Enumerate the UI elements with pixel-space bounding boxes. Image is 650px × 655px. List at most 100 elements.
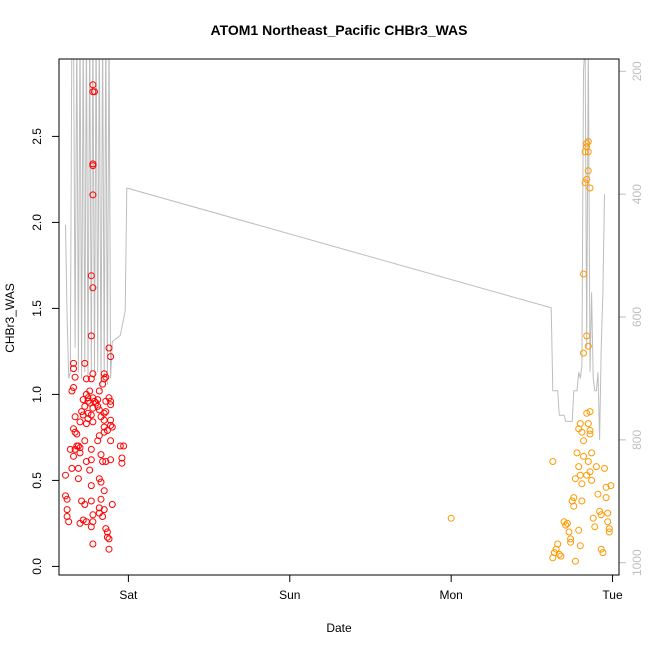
data-point-0-2 [63, 506, 71, 514]
data-point-1-26 [580, 437, 587, 445]
data-point-1-5 [554, 540, 562, 548]
data-point-0-76 [95, 406, 103, 414]
data-point-0-84 [95, 504, 103, 512]
data-point-1-43 [584, 342, 592, 350]
y-tick-label-2: 1.0 [30, 386, 44, 403]
data-point-0-50 [89, 284, 97, 292]
y-tick-label-5: 2.5 [30, 128, 44, 145]
data-point-0-9 [66, 445, 74, 453]
points-layer [62, 81, 615, 565]
data-point-0-118 [120, 442, 128, 450]
data-point-0-12 [71, 413, 79, 421]
data-point-1-39 [583, 175, 591, 183]
data-point-0-1 [63, 495, 71, 503]
data-point-0-91 [100, 409, 108, 417]
data-point-0-11 [70, 425, 77, 433]
data-point-0-106 [105, 545, 113, 553]
data-point-0-105 [105, 535, 113, 543]
data-point-1-29 [576, 542, 584, 550]
x-tick-label-0: Sat [119, 588, 138, 602]
data-point-0-34 [82, 375, 90, 383]
data-point-1-63 [602, 483, 610, 491]
data-point-1-57 [594, 490, 602, 498]
data-point-1-31 [580, 349, 587, 357]
data-point-1-37 [584, 138, 592, 146]
data-point-0-61 [87, 411, 95, 419]
data-point-0-4 [65, 518, 73, 526]
data-point-1-19 [573, 449, 581, 457]
data-point-0-22 [76, 449, 84, 457]
data-point-0-44 [81, 501, 89, 508]
plot-frame [58, 58, 620, 576]
y-axis-label: CHBr3_WAS [3, 283, 17, 353]
data-point-0-42 [81, 437, 89, 445]
data-point-0-14 [70, 384, 77, 391]
data-point-0-60 [89, 404, 97, 412]
data-point-0-67 [87, 497, 95, 505]
data-point-0-116 [107, 456, 115, 464]
data-point-0-41 [82, 420, 90, 428]
data-point-0-29 [79, 411, 87, 419]
data-point-0-111 [107, 401, 115, 409]
data-point-0-52 [89, 191, 97, 199]
data-point-0-0 [62, 492, 69, 500]
data-point-0-98 [103, 427, 111, 434]
data-point-0-109 [105, 394, 113, 402]
data-point-0-6 [68, 464, 76, 472]
data-point-0-56 [91, 88, 98, 96]
data-point-0-58 [89, 394, 97, 402]
data-point-1-8 [560, 518, 568, 526]
data-point-0-81 [95, 475, 103, 483]
data-point-1-35 [583, 139, 591, 147]
data-point-1-3 [550, 549, 558, 557]
data-point-1-16 [571, 475, 579, 483]
data-point-1-54 [589, 514, 597, 522]
data-point-0-46 [86, 387, 94, 395]
y-tick-label-0: 0.0 [30, 558, 44, 575]
data-point-0-113 [107, 421, 115, 429]
data-point-1-49 [588, 449, 596, 457]
data-point-1-64 [602, 494, 610, 502]
data-point-1-45 [586, 408, 594, 416]
data-point-1-58 [596, 507, 604, 515]
data-point-1-62 [601, 464, 608, 472]
data-point-0-13 [68, 387, 76, 395]
data-point-0-17 [71, 373, 79, 381]
data-point-0-115 [107, 437, 115, 445]
data-point-0-30 [78, 408, 86, 416]
x-tick-label-3: Tue [602, 588, 623, 602]
data-point-0-73 [94, 396, 102, 404]
secondary-line-layer [65, 59, 605, 440]
data-point-0-51 [87, 272, 95, 280]
data-point-1-22 [578, 480, 586, 488]
data-point-1-17 [570, 494, 578, 502]
data-point-1-65 [604, 509, 612, 517]
data-point-1-47 [586, 427, 594, 434]
data-point-0-63 [87, 445, 95, 453]
data-point-0-5 [62, 471, 69, 479]
data-point-1-13 [567, 538, 575, 546]
data-point-0-39 [84, 409, 92, 417]
data-point-0-62 [89, 418, 97, 426]
data-point-0-117 [108, 501, 116, 508]
data-point-1-9 [562, 521, 570, 529]
y2-tick-label-2: 600 [630, 307, 644, 327]
y-tick-label-3: 1.5 [30, 300, 44, 317]
data-point-1-59 [597, 511, 605, 519]
data-point-0-65 [86, 466, 94, 474]
data-point-0-28 [76, 418, 84, 426]
data-point-1-33 [581, 179, 589, 187]
data-point-1-51 [583, 471, 591, 479]
data-point-1-1 [549, 458, 557, 465]
y-tick-label-4: 2.0 [30, 214, 44, 231]
data-point-0-108 [107, 353, 115, 361]
data-point-1-40 [584, 167, 592, 175]
data-point-1-25 [578, 428, 586, 436]
data-point-1-28 [578, 497, 586, 505]
data-point-0-70 [87, 523, 95, 531]
data-point-1-12 [567, 535, 575, 543]
data-point-0-49 [87, 332, 95, 340]
data-point-0-20 [74, 442, 82, 450]
